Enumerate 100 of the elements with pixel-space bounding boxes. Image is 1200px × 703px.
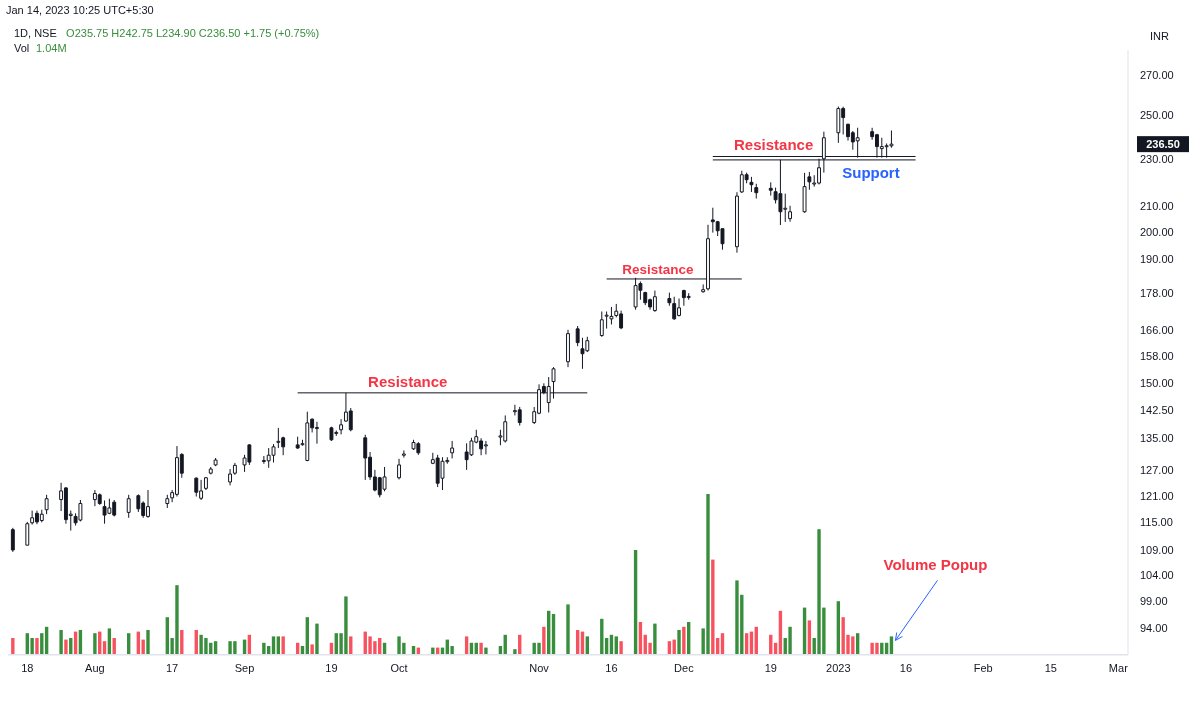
annotation: 1.04M: [36, 42, 67, 54]
y-axis-title: INR: [1150, 30, 1169, 42]
y-tick-label: 121.00: [1140, 489, 1174, 502]
bar: [262, 642, 266, 654]
bar: [11, 638, 15, 654]
bar: [542, 626, 546, 654]
text: 236.50: [1146, 138, 1180, 150]
bar: [619, 641, 623, 654]
bar: [711, 559, 715, 654]
y-tick-label: 158.00: [1140, 349, 1174, 362]
x-tick-label: 16: [605, 662, 618, 674]
series-label: Resistance: [368, 372, 448, 390]
bar: [315, 623, 319, 654]
y-tick-label: 250.00: [1140, 108, 1174, 121]
bar: [213, 641, 218, 654]
y-tick-label: 210.00: [1140, 200, 1174, 213]
x-tick-label: 18: [21, 662, 34, 674]
candlestick: [749, 176, 754, 193]
bar: [855, 633, 860, 654]
bar: [484, 647, 488, 654]
candlestick: [672, 296, 677, 321]
candlestick: [652, 290, 657, 313]
candlestick: [754, 183, 759, 200]
bar: [310, 644, 314, 654]
bar: [614, 636, 618, 654]
candlestick: [213, 457, 218, 467]
bar: [349, 636, 353, 654]
y-tick-label: 200.00: [1140, 225, 1174, 238]
x-tick-label: 15: [1044, 662, 1057, 674]
bar: [127, 633, 131, 654]
x-tick-label: Dec: [674, 662, 695, 674]
y-tick-label: 230.00: [1140, 152, 1174, 165]
candlestick: [807, 171, 812, 191]
chart-title: 1D, NSE: [14, 27, 57, 39]
candlestick: [667, 292, 672, 307]
y-tick-label: 115.00: [1140, 516, 1173, 529]
candlestick: [580, 337, 585, 370]
bar: [93, 633, 97, 654]
candlestick: [329, 426, 334, 442]
candlestick: [97, 492, 102, 506]
candlestick: [126, 494, 131, 519]
series-label: Resistance: [734, 136, 814, 154]
annotation: Volume Popup: [883, 556, 988, 574]
candlestick: [788, 205, 793, 223]
y-tick-label: 104.00: [1140, 568, 1174, 581]
chart-title: Vol: [14, 42, 30, 54]
candlestick: [397, 458, 401, 480]
x-tick-label: 16: [899, 662, 913, 674]
series-label: Support: [842, 164, 900, 182]
candlestick: [643, 291, 648, 306]
series-label: Resistance: [622, 261, 695, 277]
candlestick: [701, 283, 706, 294]
chart-subtitle: O235.75 H242.75 L234.90 C236.50 +1.75 (+0.75%): [66, 27, 320, 39]
candlestick: [25, 521, 30, 546]
bar: [889, 636, 894, 654]
candlestick: [39, 509, 44, 523]
x-tick-label: Aug: [85, 662, 105, 674]
candlestick: [165, 494, 170, 509]
bar: [107, 628, 112, 654]
bar: [464, 636, 469, 654]
bar: [35, 638, 39, 654]
x-tick-label: Oct: [390, 662, 408, 674]
y-tick-label: 190.00: [1140, 252, 1174, 265]
text: Jan 14, 2023 10:25 UTC+5:30: [6, 4, 154, 16]
bar: [537, 642, 541, 654]
bar: [271, 636, 276, 654]
bar: [677, 630, 681, 654]
bar: [305, 617, 309, 654]
x-tick-label: 19: [325, 662, 338, 674]
y-tick-label: 142.50: [1140, 403, 1174, 416]
y-tick-label: 166.00: [1140, 323, 1174, 336]
candlestick: [203, 476, 208, 491]
y-tick-label: 178.00: [1140, 287, 1174, 300]
bar: [744, 633, 749, 654]
y-tick-label: 270.00: [1140, 68, 1174, 81]
bar: [276, 636, 281, 654]
candlestick: [517, 406, 522, 427]
y-tick-label: 127.00: [1140, 464, 1174, 477]
candlestick: [102, 499, 107, 525]
candlestick: [599, 310, 604, 338]
candlestick: [401, 449, 406, 459]
candlestick: [194, 476, 199, 498]
candlestick: [450, 440, 455, 459]
y-tick-label: 94.00: [1140, 621, 1168, 634]
x-tick-label: 19: [764, 662, 777, 674]
candlestick: [30, 510, 35, 526]
candlestick: [768, 181, 773, 197]
candlestick: [208, 466, 213, 475]
candlestick: [575, 325, 580, 347]
bar: [585, 636, 589, 654]
bar: [513, 649, 517, 654]
candlestick: [483, 440, 488, 455]
bar: [566, 604, 570, 654]
x-tick-label: Mar: [1108, 662, 1129, 674]
bar: [720, 633, 725, 654]
bar: [667, 641, 672, 654]
candlestick: [363, 434, 368, 481]
candlestick: [411, 439, 416, 451]
bar: [682, 626, 686, 654]
bar: [59, 630, 63, 654]
